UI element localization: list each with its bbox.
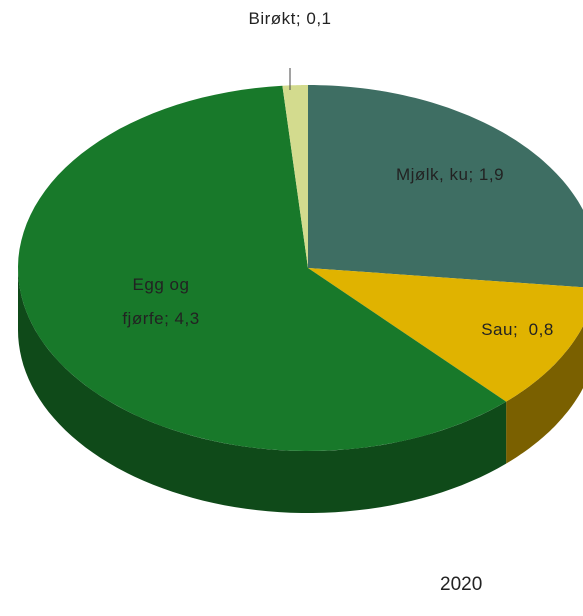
value-label: 1,9 bbox=[478, 165, 505, 184]
slice-label: Egg og fjørfe; 4,3 bbox=[118, 268, 204, 336]
label-separator: ; bbox=[468, 165, 474, 184]
label-separator: ; bbox=[295, 9, 302, 28]
category-name: Birøkt bbox=[248, 9, 296, 28]
label-separator: ; bbox=[164, 309, 170, 328]
slice bbox=[282, 85, 308, 268]
slice bbox=[18, 85, 507, 451]
value-label: 0,1 bbox=[306, 9, 332, 28]
category-name: Egg og fjørfe bbox=[122, 275, 190, 328]
slice-label: Birøkt; 0,1 bbox=[245, 2, 335, 36]
slice bbox=[308, 85, 583, 288]
annotation: 2020 bbox=[440, 574, 483, 595]
category-name: Mjølk, ku bbox=[395, 165, 469, 184]
slice-label: Sau; 0,8 bbox=[455, 313, 580, 347]
category-name: Sau bbox=[481, 320, 513, 339]
slice-side bbox=[18, 268, 507, 513]
value-label: 0,8 bbox=[528, 320, 554, 339]
slice bbox=[308, 268, 583, 402]
slice-side bbox=[506, 326, 583, 464]
label-separator: ; bbox=[512, 320, 519, 339]
value-label: 4,3 bbox=[174, 309, 200, 328]
slice-label: Mjølk, ku; 1,9 bbox=[385, 158, 515, 192]
